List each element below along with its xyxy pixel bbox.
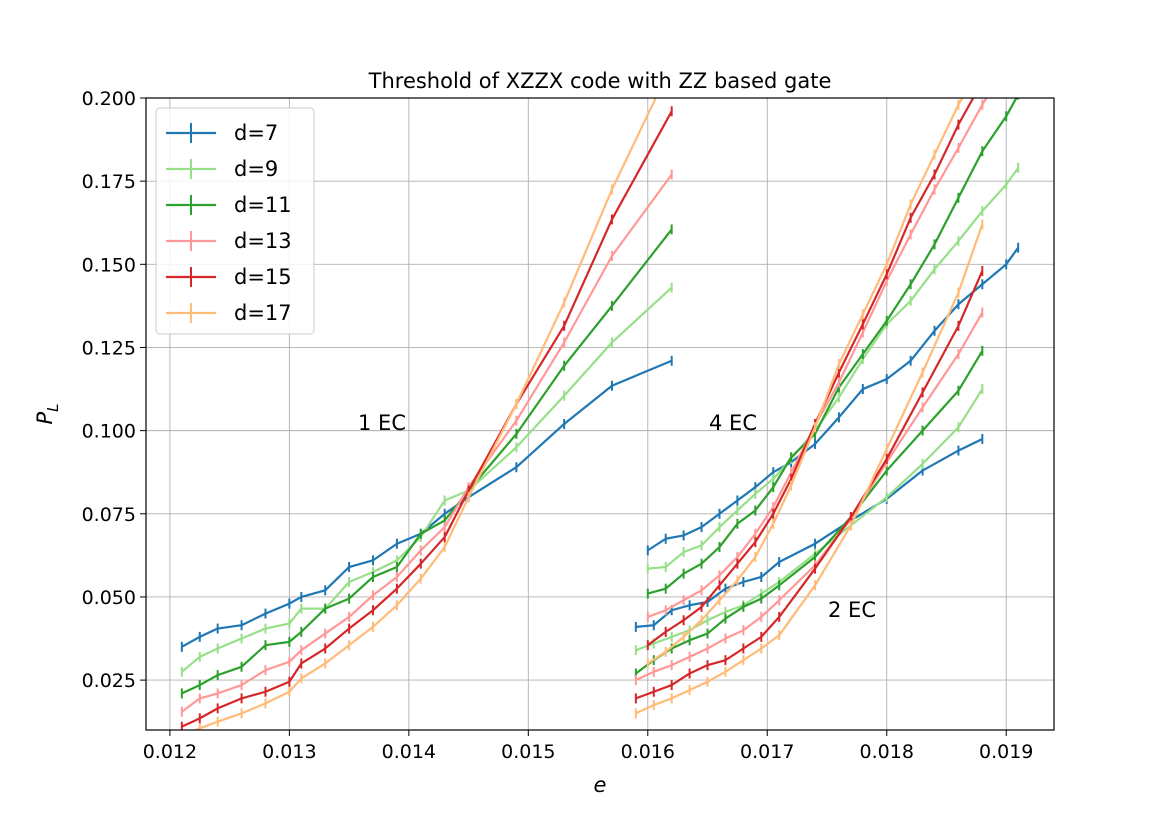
y-tick-label: 0.175: [82, 171, 136, 193]
legend-label: d=9: [234, 157, 278, 181]
y-tick-label: 0.150: [82, 254, 136, 276]
y-tick-label: 0.075: [82, 504, 136, 526]
svg-text:PL: PL: [33, 403, 62, 424]
y-axis-label-subscript: L: [44, 403, 62, 411]
axis-ticks: 0.012 0.013 0.014 0.015 0.016 0.017 0.018 0.019…: [82, 88, 1034, 763]
y-tick-label: 0.125: [82, 337, 136, 359]
x-tick-label: 0.014: [382, 741, 436, 763]
series-line: [193, 98, 657, 730]
series-line: [181, 359, 673, 648]
series-d-11: [180, 98, 1020, 699]
legend-label: d=13: [234, 229, 292, 253]
series-d-15: [180, 98, 984, 730]
y-tick-label: 0.025: [82, 670, 136, 692]
plot-frame: [145, 97, 1055, 731]
y-axis-label-main: P: [33, 412, 57, 425]
y-axis-label: PL: [33, 403, 62, 424]
x-tick-label: 0.012: [143, 741, 197, 763]
y-tick-label: 0.050: [82, 587, 136, 609]
legend-label: d=11: [234, 193, 292, 217]
x-tick-label: 0.016: [621, 741, 675, 763]
legend-label: d=15: [234, 265, 292, 289]
x-tick-label: 0.015: [501, 741, 555, 763]
x-tick-label: 0.017: [740, 741, 794, 763]
legend-label: d=7: [234, 121, 278, 145]
x-axis-label: e: [594, 773, 607, 797]
series-line: [181, 228, 673, 695]
x-tick-label: 0.019: [979, 741, 1033, 763]
chart-title: Threshold of XZZX code with ZZ based gat…: [368, 69, 832, 93]
series-layer: [180, 98, 1020, 730]
series-line: [181, 173, 673, 713]
y-tick-label: 0.100: [82, 421, 136, 443]
legend: d=7 d=9 d=11 d=13 d=15 d=17: [155, 107, 315, 335]
annotation-4-ec: 4 EC: [709, 411, 757, 435]
series-line: [181, 110, 673, 728]
annotation-2-ec: 2 EC: [828, 598, 876, 622]
y-tick-label: 0.200: [82, 88, 136, 110]
series-d-7: [180, 242, 1020, 652]
annotation-1-ec: 1 EC: [358, 411, 406, 435]
series-line: [181, 286, 673, 673]
series-d-17: [193, 98, 984, 730]
x-tick-label: 0.018: [860, 741, 914, 763]
legend-label: d=17: [234, 301, 292, 325]
x-tick-label: 0.013: [262, 741, 316, 763]
